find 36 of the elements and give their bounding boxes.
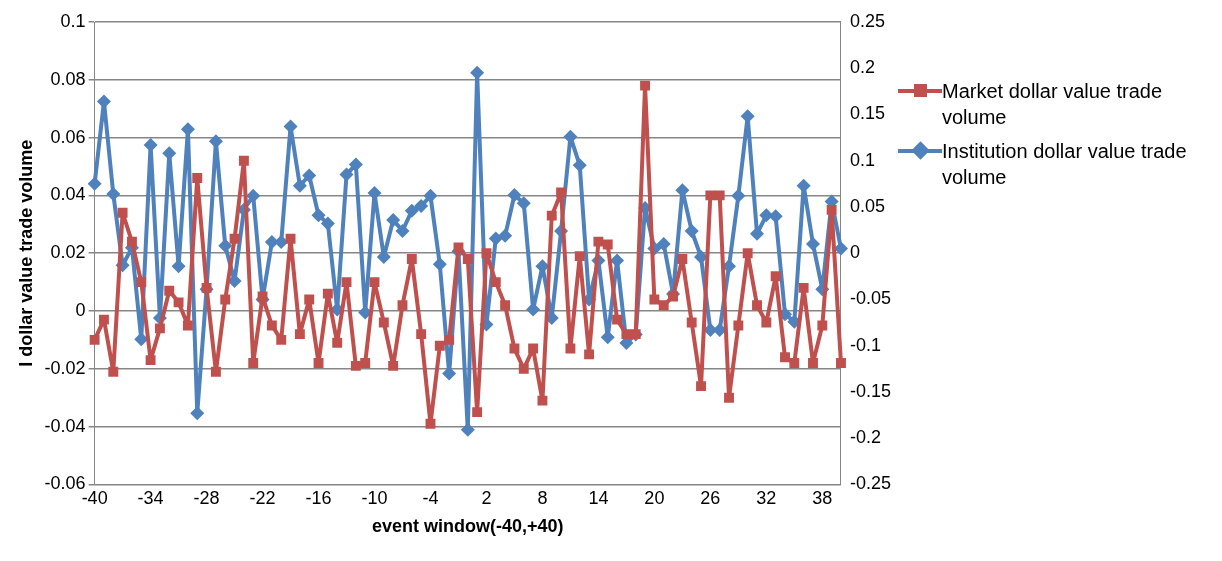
y-tick-label: 0.04	[50, 184, 86, 205]
legend-label: Market dollar value trade volume	[942, 79, 1164, 130]
y-tick-label: 0	[75, 299, 86, 320]
x-tick-label: 8	[537, 488, 548, 509]
x-tick-label: 14	[588, 488, 609, 509]
y-tick-label: 0.08	[50, 68, 86, 89]
x-axis-title: event window(-40,+40)	[372, 516, 564, 537]
y2-tick-label: -0.1	[849, 334, 881, 355]
legend-label: Institution dollar value trade volume	[942, 139, 1188, 190]
x-tick-label: -10	[361, 488, 388, 509]
y2-tick-label: -0.2	[849, 427, 881, 448]
y2-tick-label: 0.15	[849, 103, 886, 124]
x-tick-label: 26	[700, 488, 721, 509]
y-tick-label: -0.02	[44, 357, 86, 378]
y2-tick-label: -0.15	[849, 380, 891, 401]
x-tick-label: 38	[812, 488, 833, 509]
x-tick-label: 20	[644, 488, 665, 509]
x-tick-label: -4	[422, 488, 439, 509]
y-tick-label: 0.02	[50, 242, 86, 263]
y-tick-label: 0.06	[50, 126, 86, 147]
y-axis-title: I dollar value trade volume	[15, 139, 36, 367]
y2-tick-label: -0.05	[849, 288, 891, 309]
y2-tick-label: 0.2	[849, 57, 875, 78]
x-tick-label: -22	[249, 488, 276, 509]
y2-tick-label: -0.25	[849, 473, 891, 494]
x-tick-label: -16	[305, 488, 332, 509]
x-tick-label: 2	[481, 488, 492, 509]
y-tick-label: 0.1	[60, 10, 86, 31]
x-tick-label: -28	[193, 488, 220, 509]
y2-tick-label: 0.25	[849, 10, 886, 31]
x-tick-label: 32	[756, 488, 777, 509]
y-tick-label: -0.04	[44, 415, 86, 436]
x-tick-label: -34	[137, 488, 164, 509]
y2-tick-label: 0	[849, 242, 860, 263]
y2-tick-label: 0.1	[849, 149, 875, 170]
y2-tick-label: 0.05	[849, 195, 886, 216]
